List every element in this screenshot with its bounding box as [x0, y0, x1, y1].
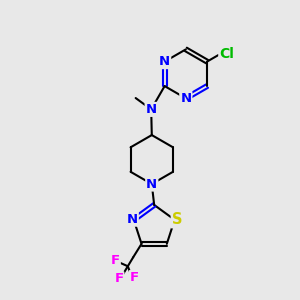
Text: F: F	[114, 272, 123, 285]
Text: Cl: Cl	[219, 46, 234, 61]
Text: N: N	[159, 55, 170, 68]
Text: N: N	[146, 103, 157, 116]
Text: S: S	[172, 212, 182, 227]
Text: N: N	[180, 92, 191, 105]
Text: F: F	[111, 254, 120, 267]
Text: N: N	[146, 178, 157, 190]
Text: N: N	[127, 213, 138, 226]
Text: F: F	[130, 271, 139, 284]
